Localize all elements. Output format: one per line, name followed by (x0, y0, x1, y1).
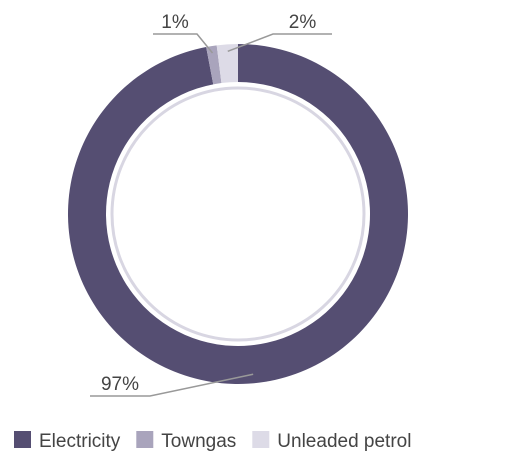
slice (67, 44, 408, 384)
legend-label: Unleaded petrol (277, 431, 411, 452)
data-label: 97% (101, 374, 139, 395)
legend-label: Electricity (39, 431, 121, 452)
legend-label: Towngas (161, 431, 236, 452)
leader-line (153, 33, 214, 54)
leader-line (227, 33, 332, 53)
data-label: 2% (289, 12, 317, 33)
legend-swatch (136, 431, 154, 448)
slice (206, 45, 222, 85)
inner-ring (110, 86, 366, 342)
leader-line (90, 373, 254, 397)
data-label: 1% (161, 12, 189, 33)
legend-swatch (252, 431, 270, 448)
slice (216, 44, 238, 84)
legend-swatch (14, 431, 31, 448)
